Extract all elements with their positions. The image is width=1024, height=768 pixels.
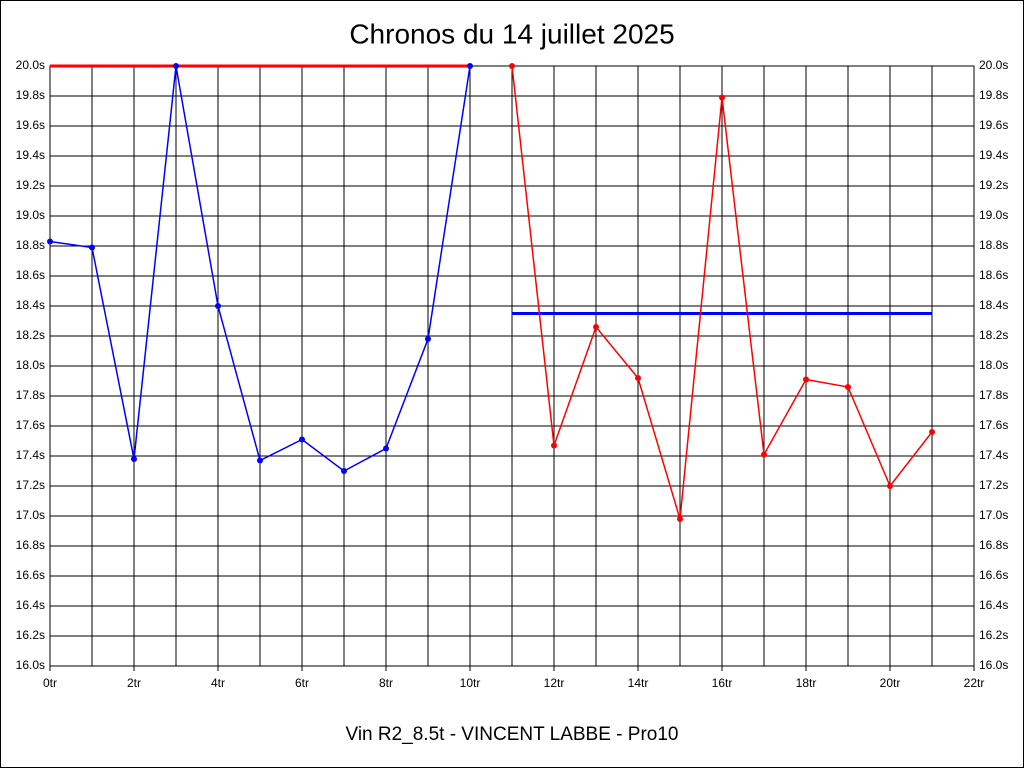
y-tick-label: 19.4s bbox=[16, 148, 45, 162]
y-tick-label: 17.4s bbox=[16, 448, 45, 462]
y-tick-label: 19.2s bbox=[16, 178, 45, 192]
y-tick-label: 19.6s bbox=[16, 118, 45, 132]
y-tick-label: 17.6s bbox=[16, 418, 45, 432]
y-tick-label: 19.8s bbox=[16, 88, 45, 102]
data-point bbox=[89, 244, 95, 251]
data-point bbox=[593, 324, 599, 330]
y2-tick-label: 18.0s bbox=[979, 358, 1008, 372]
data-point bbox=[509, 63, 515, 69]
chart-title: Chronos du 14 juillet 2025 bbox=[349, 18, 674, 49]
y2-tick-label: 18.4s bbox=[979, 298, 1008, 312]
data-point bbox=[467, 63, 473, 69]
data-point bbox=[761, 451, 767, 458]
data-point bbox=[341, 468, 347, 474]
data-point bbox=[803, 376, 809, 383]
data-point bbox=[299, 436, 305, 443]
x-tick-label: 20tr bbox=[880, 676, 901, 690]
data-point bbox=[677, 516, 683, 522]
y2-tick-label: 17.8s bbox=[979, 388, 1008, 402]
chart-subtitle: Vin R2_8.5t - VINCENT LABBE - Pro10 bbox=[345, 724, 678, 745]
x-tick-label: 14tr bbox=[628, 676, 649, 690]
y2-tick-label: 18.6s bbox=[979, 268, 1008, 282]
y-tick-label: 18.2s bbox=[16, 328, 45, 342]
y-tick-label: 16.4s bbox=[16, 598, 45, 612]
y-tick-label: 18.8s bbox=[16, 238, 45, 252]
y-tick-label: 18.0s bbox=[16, 358, 45, 372]
y2-tick-label: 17.2s bbox=[979, 478, 1008, 492]
data-point bbox=[635, 375, 641, 381]
data-point bbox=[47, 238, 53, 245]
y-tick-label: 16.0s bbox=[16, 658, 45, 672]
x-tick-label: 16tr bbox=[712, 676, 733, 690]
data-point bbox=[383, 445, 389, 452]
data-point bbox=[131, 456, 137, 462]
y2-tick-label: 16.8s bbox=[979, 538, 1008, 552]
y-tick-label: 17.2s bbox=[16, 478, 45, 492]
y2-tick-label: 19.2s bbox=[979, 178, 1008, 192]
x-tick-label: 8tr bbox=[379, 676, 393, 690]
y2-tick-label: 19.0s bbox=[979, 208, 1008, 222]
y2-tick-label: 16.4s bbox=[979, 598, 1008, 612]
y2-tick-label: 18.8s bbox=[979, 238, 1008, 252]
y-tick-label: 18.4s bbox=[16, 298, 45, 312]
y-tick-label: 17.8s bbox=[16, 388, 45, 402]
x-tick-label: 2tr bbox=[127, 676, 141, 690]
y-tick-label: 20.0s bbox=[16, 58, 45, 72]
data-point bbox=[551, 442, 557, 449]
data-point bbox=[425, 336, 431, 342]
y2-tick-label: 19.6s bbox=[979, 118, 1008, 132]
data-point bbox=[215, 303, 221, 309]
y2-tick-label: 17.0s bbox=[979, 508, 1008, 522]
y2-tick-label: 16.6s bbox=[979, 568, 1008, 582]
x-tick-label: 0tr bbox=[43, 676, 57, 690]
y-tick-label: 18.6s bbox=[16, 268, 45, 282]
data-point bbox=[929, 429, 935, 435]
data-point bbox=[719, 94, 725, 101]
y2-tick-label: 17.6s bbox=[979, 418, 1008, 432]
y-tick-label: 17.0s bbox=[16, 508, 45, 522]
data-point bbox=[257, 457, 263, 464]
y2-tick-label: 16.2s bbox=[979, 628, 1008, 642]
y2-tick-label: 20.0s bbox=[979, 58, 1008, 72]
data-point bbox=[173, 63, 179, 69]
x-tick-label: 22tr bbox=[964, 676, 985, 690]
data-point bbox=[887, 483, 893, 489]
data-point bbox=[845, 384, 851, 390]
y2-tick-label: 18.2s bbox=[979, 328, 1008, 342]
y-tick-label: 16.8s bbox=[16, 538, 45, 552]
y2-tick-label: 17.4s bbox=[979, 448, 1008, 462]
y-tick-label: 16.6s bbox=[16, 568, 45, 582]
y-tick-label: 16.2s bbox=[16, 628, 45, 642]
y2-tick-label: 19.4s bbox=[979, 148, 1008, 162]
x-tick-label: 10tr bbox=[460, 676, 481, 690]
x-tick-label: 4tr bbox=[211, 676, 225, 690]
x-tick-label: 12tr bbox=[544, 676, 565, 690]
x-tick-label: 18tr bbox=[796, 676, 817, 690]
y2-tick-label: 19.8s bbox=[979, 88, 1008, 102]
x-tick-label: 6tr bbox=[295, 676, 309, 690]
y2-tick-label: 16.0s bbox=[979, 658, 1008, 672]
y-tick-label: 19.0s bbox=[16, 208, 45, 222]
